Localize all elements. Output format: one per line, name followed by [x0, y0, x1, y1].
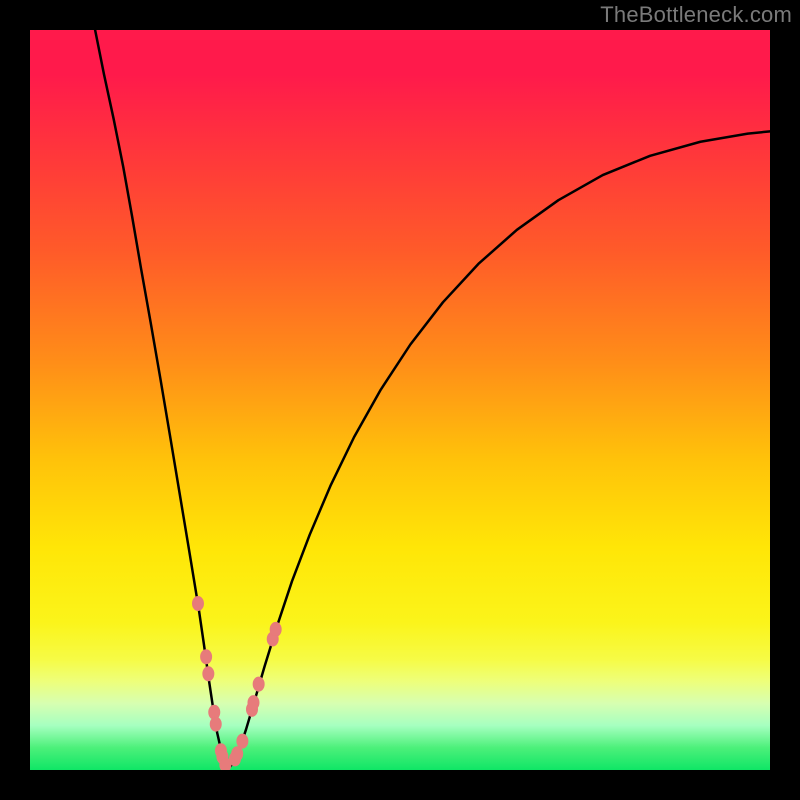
data-marker — [237, 734, 248, 748]
data-marker — [248, 696, 259, 710]
data-marker — [203, 667, 214, 681]
plot-area — [30, 30, 770, 770]
data-marker — [232, 747, 243, 761]
curve-right — [229, 131, 770, 767]
data-marker — [201, 650, 212, 664]
data-marker — [192, 597, 203, 611]
figure-root: TheBottleneck.com — [0, 0, 800, 800]
watermark-text: TheBottleneck.com — [600, 2, 792, 28]
data-marker — [253, 677, 264, 691]
data-marker — [210, 717, 221, 731]
chart-svg — [30, 30, 770, 770]
data-marker — [270, 622, 281, 636]
